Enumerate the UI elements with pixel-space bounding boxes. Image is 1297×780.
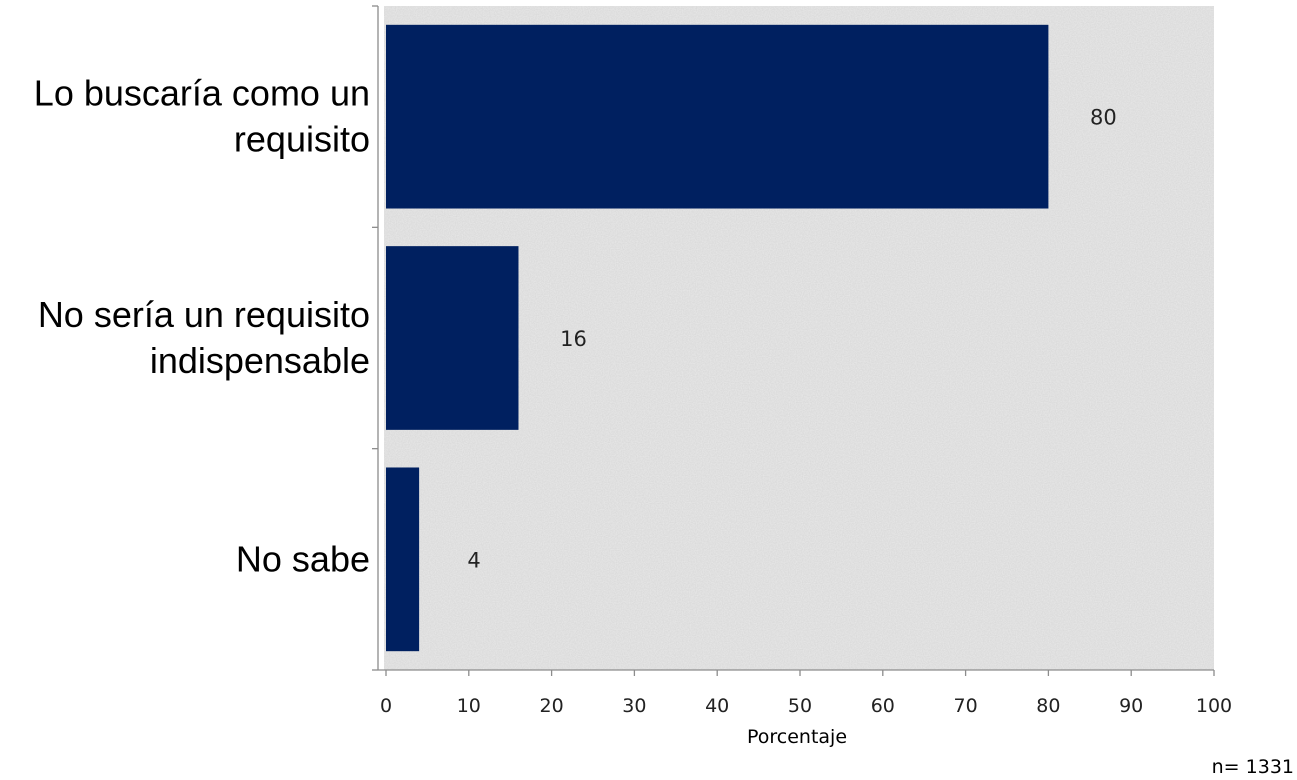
x-tick-label: 30	[622, 695, 646, 717]
bar	[386, 467, 420, 652]
bar	[386, 24, 1049, 209]
x-tick-label: 50	[788, 695, 812, 717]
y-axis-ticks	[372, 5, 378, 671]
category-labels: Lo buscaría como un requisito No sería un …	[34, 73, 370, 580]
x-tick-label: 90	[1119, 695, 1143, 717]
x-axis-title: Porcentaje	[747, 726, 847, 748]
x-tick-label: 100	[1196, 695, 1232, 717]
data-labels: 80 16 4	[467, 106, 1116, 573]
x-tick-label: 80	[1036, 695, 1060, 717]
x-tick-label: 10	[457, 695, 481, 717]
axes	[377, 6, 1214, 671]
sample-size-note: n= 1331	[1212, 756, 1294, 778]
data-label: 80	[1090, 106, 1117, 130]
x-tick-label: 70	[954, 695, 978, 717]
x-tick-label: 20	[540, 695, 564, 717]
category-label: Lo buscaría como un requisito	[34, 73, 370, 160]
x-tick-label: 40	[705, 695, 729, 717]
x-tick-label: 60	[871, 695, 895, 717]
data-label: 4	[467, 548, 480, 572]
category-label: No sabe	[236, 538, 370, 579]
category-label: No sería un requisito indispensable	[38, 294, 370, 381]
x-axis-ticks: 0 10 20 30 40 50 60 70 80 90 100	[380, 670, 1232, 717]
data-label: 16	[560, 327, 587, 351]
bars-group	[386, 24, 1049, 652]
bar	[386, 246, 519, 430]
x-tick-label: 0	[380, 695, 392, 717]
